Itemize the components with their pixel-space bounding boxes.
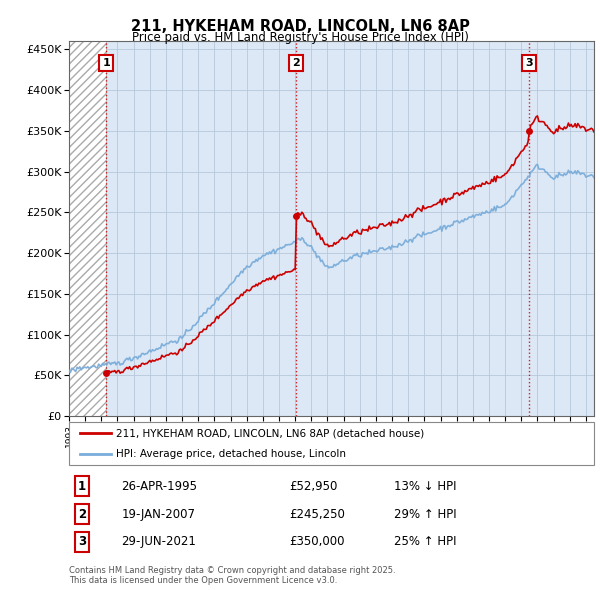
Text: 1: 1 bbox=[103, 58, 110, 68]
Text: 3: 3 bbox=[526, 58, 533, 68]
Text: £350,000: £350,000 bbox=[290, 535, 345, 549]
Text: £245,250: £245,250 bbox=[290, 507, 346, 520]
Text: 211, HYKEHAM ROAD, LINCOLN, LN6 8AP (detached house): 211, HYKEHAM ROAD, LINCOLN, LN6 8AP (det… bbox=[116, 428, 425, 438]
Text: 29% ↑ HPI: 29% ↑ HPI bbox=[395, 507, 457, 520]
Text: 1: 1 bbox=[78, 480, 86, 493]
Text: 13% ↓ HPI: 13% ↓ HPI bbox=[395, 480, 457, 493]
FancyBboxPatch shape bbox=[69, 422, 594, 465]
Text: 3: 3 bbox=[78, 535, 86, 549]
Text: £52,950: £52,950 bbox=[290, 480, 338, 493]
Text: 26-APR-1995: 26-APR-1995 bbox=[121, 480, 197, 493]
Text: Contains HM Land Registry data © Crown copyright and database right 2025.
This d: Contains HM Land Registry data © Crown c… bbox=[69, 566, 395, 585]
Text: HPI: Average price, detached house, Lincoln: HPI: Average price, detached house, Linc… bbox=[116, 449, 346, 459]
Text: 25% ↑ HPI: 25% ↑ HPI bbox=[395, 535, 457, 549]
Text: 2: 2 bbox=[78, 507, 86, 520]
Bar bbox=[69, 41, 106, 416]
Text: 2: 2 bbox=[292, 58, 300, 68]
Text: Price paid vs. HM Land Registry's House Price Index (HPI): Price paid vs. HM Land Registry's House … bbox=[131, 31, 469, 44]
Text: 19-JAN-2007: 19-JAN-2007 bbox=[121, 507, 196, 520]
Text: 211, HYKEHAM ROAD, LINCOLN, LN6 8AP: 211, HYKEHAM ROAD, LINCOLN, LN6 8AP bbox=[131, 19, 469, 34]
Text: 29-JUN-2021: 29-JUN-2021 bbox=[121, 535, 196, 549]
